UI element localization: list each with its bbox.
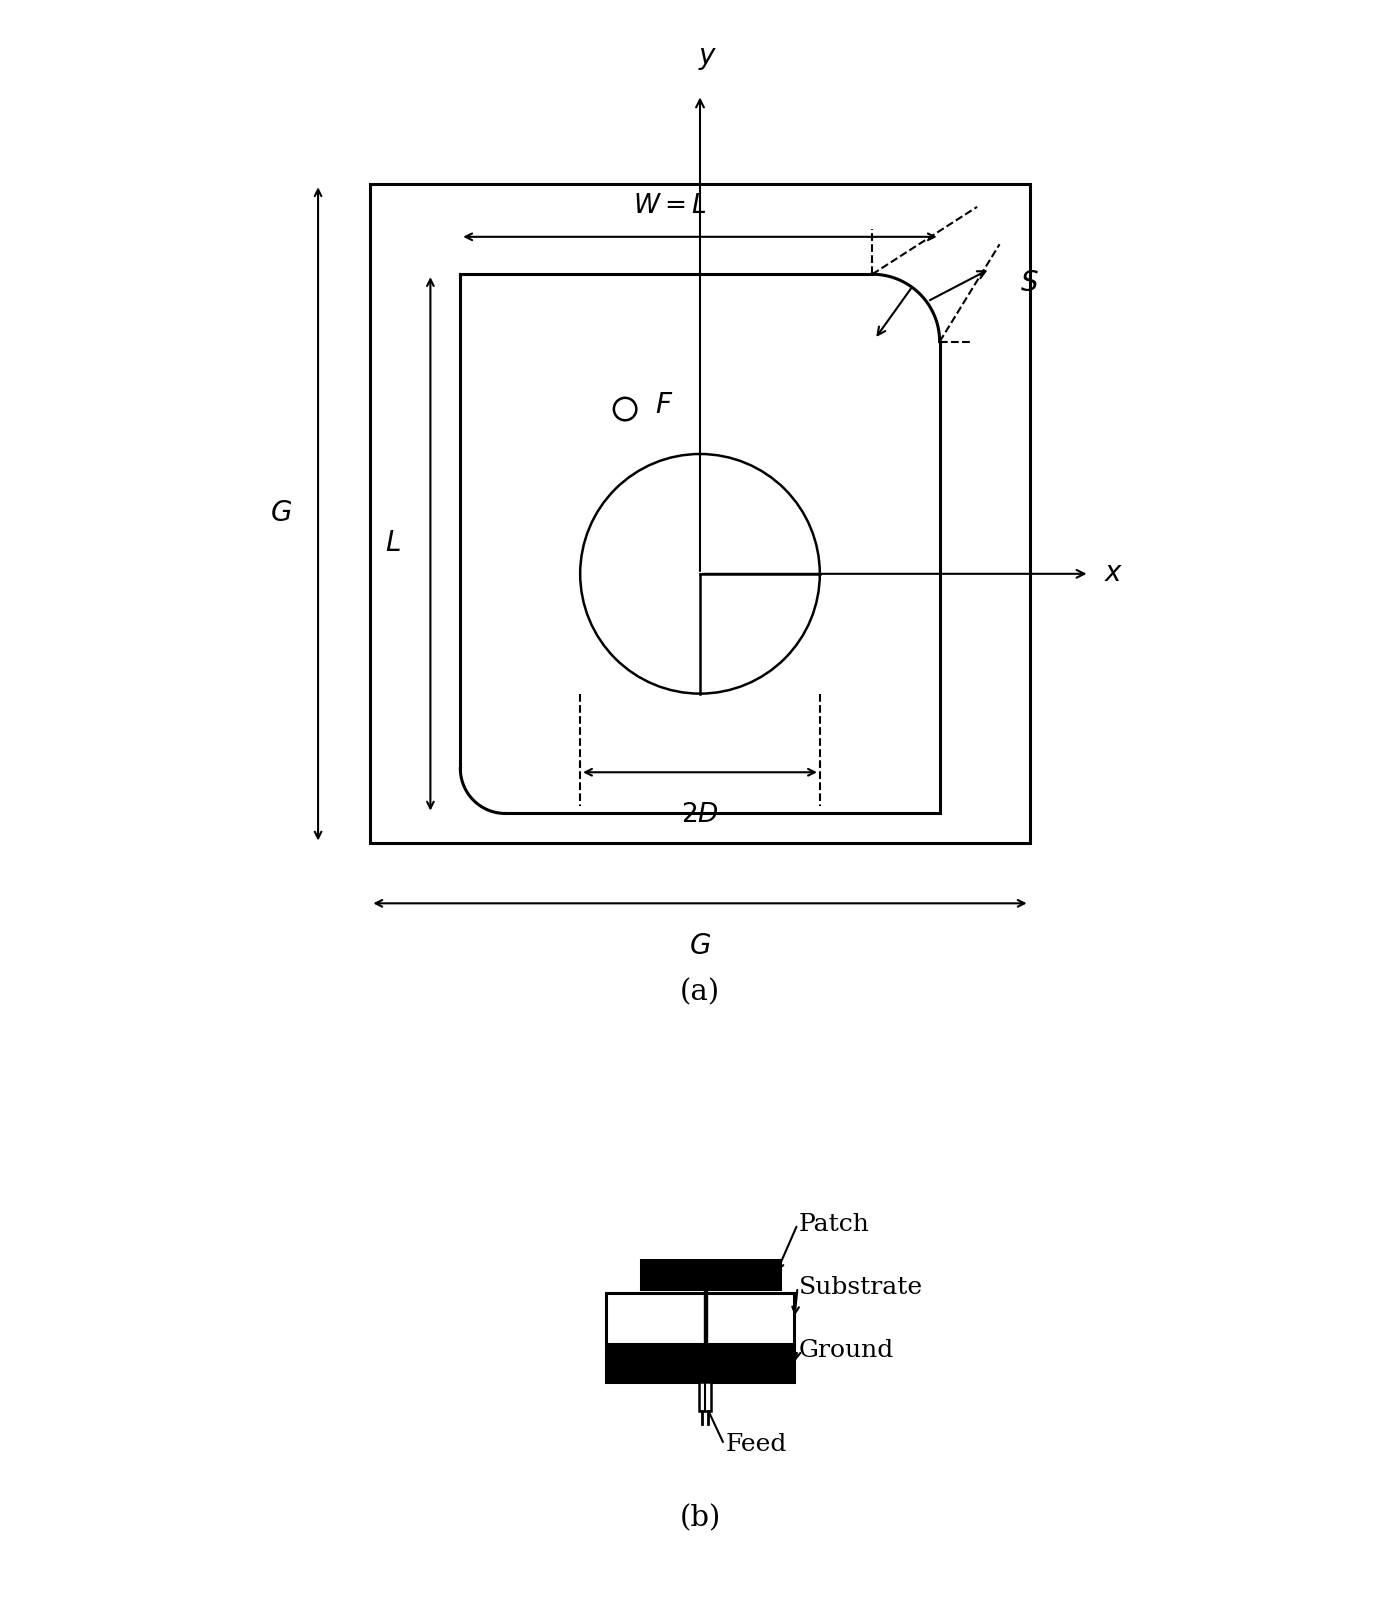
Text: Patch: Patch bbox=[798, 1212, 869, 1236]
Bar bbox=[704, 1290, 707, 1382]
Text: Ground: Ground bbox=[798, 1338, 893, 1362]
Text: $W=L$: $W=L$ bbox=[633, 194, 707, 218]
Text: $G$: $G$ bbox=[270, 500, 291, 528]
Bar bbox=[606, 1346, 794, 1382]
Bar bbox=[371, 184, 1029, 844]
Text: (a): (a) bbox=[680, 978, 720, 1006]
Text: $S$: $S$ bbox=[1021, 270, 1039, 297]
Text: Feed: Feed bbox=[725, 1433, 787, 1456]
Bar bbox=[606, 1293, 794, 1344]
Bar bbox=[641, 1261, 780, 1290]
Text: $G$: $G$ bbox=[689, 933, 711, 960]
Text: Substrate: Substrate bbox=[798, 1275, 923, 1299]
Text: $y$: $y$ bbox=[697, 45, 717, 73]
Text: (b): (b) bbox=[679, 1504, 721, 1532]
Text: $L$: $L$ bbox=[385, 531, 400, 557]
Text: $F$: $F$ bbox=[655, 392, 673, 418]
Text: $x$: $x$ bbox=[1105, 560, 1124, 587]
Text: $2D$: $2D$ bbox=[680, 802, 720, 828]
Bar bbox=[700, 1382, 711, 1411]
